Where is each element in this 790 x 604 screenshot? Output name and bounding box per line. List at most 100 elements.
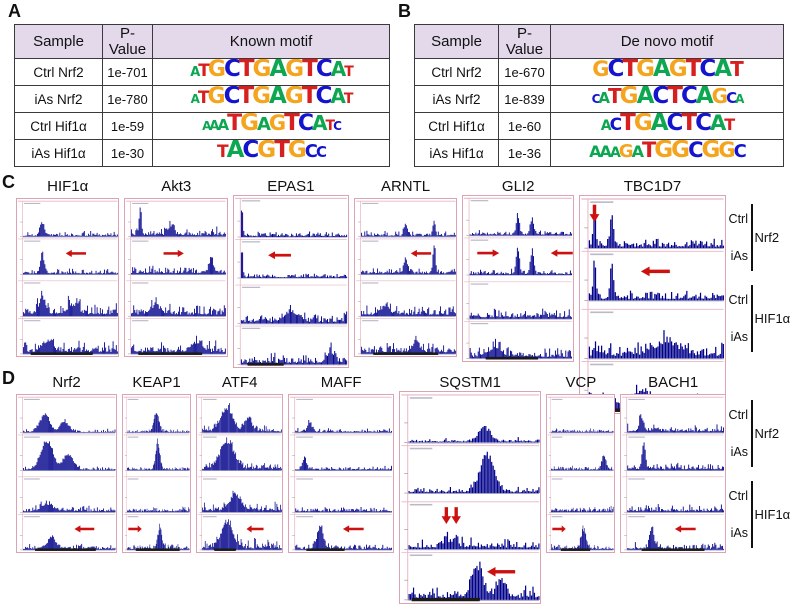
signal-path	[589, 330, 723, 358]
track-header-text	[410, 554, 432, 556]
signal-path	[361, 336, 455, 354]
signal-path	[296, 507, 392, 512]
gene-panel-hif1: HIF1α	[16, 178, 119, 357]
gene-panel-atf4: ATF4	[196, 374, 283, 553]
track-header-text	[362, 241, 378, 242]
motif-letter: A	[191, 94, 198, 105]
motif-letter: T	[302, 86, 316, 108]
track-header-text	[24, 516, 40, 517]
pvalue-cell: 1e-36	[499, 140, 551, 167]
peak-arrow	[251, 528, 264, 531]
signal-path	[132, 207, 226, 236]
track-header-text	[24, 203, 40, 204]
gene-title-epas1: EPAS1	[233, 178, 349, 195]
sample-cell: Ctrl Nrf2	[415, 59, 499, 86]
column-header-pvalue: P-Value	[499, 25, 551, 59]
motif-letter: A	[257, 116, 269, 133]
gene-panel-keap1: KEAP1	[122, 374, 191, 553]
track-header-text	[24, 320, 40, 321]
motif-letter: C	[224, 59, 239, 81]
gene-panel-maff: MAFF	[288, 374, 394, 553]
signal-path	[23, 535, 115, 550]
signal-path	[127, 439, 189, 471]
signal-path	[470, 339, 571, 359]
browser-screenshot-vcp	[546, 394, 615, 553]
browser-screenshot-gli2	[462, 195, 574, 362]
browser-screenshot-akt3	[124, 198, 227, 357]
gene-title-vcp: VCP	[546, 374, 615, 394]
motif-letter: T	[217, 144, 227, 160]
pvalue-cell: 1e-59	[103, 113, 153, 140]
signal-path	[628, 526, 724, 549]
sample-cell: iAs Hif1α	[15, 140, 103, 167]
gene-panel-nrf2: Nrf2	[16, 374, 117, 553]
signal-path	[361, 302, 455, 316]
group-name-hif1a: HIF1α	[753, 282, 790, 355]
track-header-text	[297, 437, 314, 438]
genome-track-plot	[123, 395, 190, 552]
track-label-ctrl: Ctrl	[727, 212, 748, 226]
gene-panel-bach1: BACH1	[620, 374, 726, 553]
track-header-text	[471, 200, 489, 201]
genome-track-plot	[17, 395, 116, 552]
gene-panel-gli2: GLI2	[462, 178, 574, 357]
track-header-text	[629, 399, 646, 400]
sample-cell: iAs Nrf2	[15, 86, 103, 113]
track-header-text	[128, 399, 139, 400]
motif-letter: A	[601, 120, 610, 133]
track-header-text	[629, 516, 646, 517]
motif-letter: G	[269, 114, 284, 134]
track-label-ctrl: Ctrl	[727, 489, 748, 503]
panel-a-label: A	[8, 1, 21, 22]
motif-letter: G	[240, 113, 257, 135]
track-header-text	[242, 287, 260, 288]
motif-letter: C	[667, 113, 682, 135]
track-label-ias: iAs	[727, 526, 748, 540]
pvalue-cell: 1e-839	[499, 86, 551, 113]
signal-path	[589, 261, 723, 301]
signal-path	[127, 524, 189, 550]
track-header-text	[297, 478, 314, 479]
peak-arrow	[648, 270, 670, 273]
track-header-text	[297, 399, 314, 400]
motif-letter: C	[242, 140, 257, 162]
motif-letter: A	[651, 113, 667, 135]
track-header-text	[410, 397, 432, 399]
motif-letter: G	[208, 87, 224, 108]
pvalue-cell: 1e-701	[103, 59, 153, 86]
gene-model-bar	[247, 363, 283, 366]
pvalue-cell: 1e-780	[103, 86, 153, 113]
gene-panel-epas1: EPAS1	[233, 178, 349, 357]
motif-letter: G	[636, 59, 653, 81]
motif-letter: T	[344, 66, 352, 79]
genome-track-plot	[234, 196, 348, 367]
motif-letter: C	[315, 86, 330, 108]
gene-title-tbc1d7: TBC1D7	[579, 178, 726, 195]
signal-path	[132, 257, 226, 274]
track-header-text	[133, 320, 149, 321]
motif-letter: G	[253, 59, 270, 81]
chip-condition-labels: Ctrl iAs	[727, 282, 751, 355]
track-header-text	[552, 437, 563, 438]
motif-letter: T	[667, 86, 681, 108]
signal-path	[409, 532, 539, 549]
track-header-text	[242, 200, 260, 201]
peak-arrow	[494, 570, 515, 573]
genome-track-plot	[197, 395, 282, 552]
motif-letter: T	[326, 120, 334, 133]
track-header-text	[24, 399, 40, 400]
chip-condition-labels: Ctrl iAs	[727, 201, 751, 274]
track-label-ias: iAs	[727, 445, 748, 459]
gene-title-nrf2: Nrf2	[16, 374, 117, 394]
track-header-text	[471, 240, 489, 241]
track-header-text	[203, 399, 217, 400]
motif-letter: C	[695, 113, 710, 135]
signal-path	[24, 222, 118, 236]
track-header-text	[362, 203, 378, 204]
motif-letter: A	[653, 59, 669, 81]
gene-title-atf4: ATF4	[196, 374, 283, 394]
